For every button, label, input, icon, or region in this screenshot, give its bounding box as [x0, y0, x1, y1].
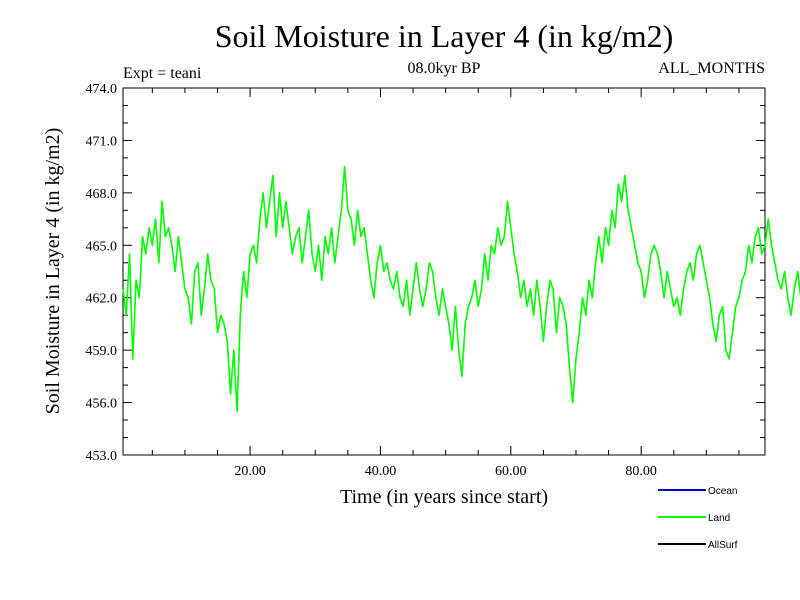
x-tick-label: 60.00 [495, 464, 527, 479]
x-tick-label: 80.00 [625, 464, 657, 479]
y-tick-label: 459.0 [86, 344, 118, 359]
x-tick-label: 20.00 [234, 464, 266, 479]
legend: Ocean Land AllSurf [658, 486, 738, 551]
chart-subtitle: 08.0kyr BP [408, 60, 481, 77]
y-axis-label: Soil Moisture in Layer 4 (in kg/m2) [42, 128, 64, 415]
y-axis-ticks: 453.0 456.0 459.0 462.0 465.0 468.0 471.0 474.0 [86, 82, 765, 464]
plot-frame [122, 87, 766, 456]
land-series-line [122, 165, 800, 413]
y-tick-label: 471.0 [86, 134, 118, 149]
y-tick-label: 462.0 [86, 292, 118, 307]
legend-allsurf-label: AllSurf [708, 540, 738, 551]
x-tick-label: 40.00 [365, 464, 397, 479]
y-tick-label: 468.0 [86, 187, 118, 202]
y-tick-label: 465.0 [86, 239, 118, 254]
y-tick-label: 456.0 [86, 397, 118, 412]
x-axis-ticks: 20.00 40.00 60.00 80.00 [151, 88, 740, 479]
x-axis-label: Time (in years since start) [340, 486, 548, 508]
legend-land-label: Land [708, 513, 730, 524]
experiment-label: Expt = teani [123, 65, 202, 82]
months-label: ALL_MONTHS [658, 60, 765, 77]
y-tick-label: 453.0 [86, 449, 118, 464]
legend-ocean-label: Ocean [708, 486, 737, 497]
y-tick-label: 474.0 [86, 82, 118, 97]
chart-title: Soil Moisture in Layer 4 (in kg/m2) [215, 18, 674, 54]
